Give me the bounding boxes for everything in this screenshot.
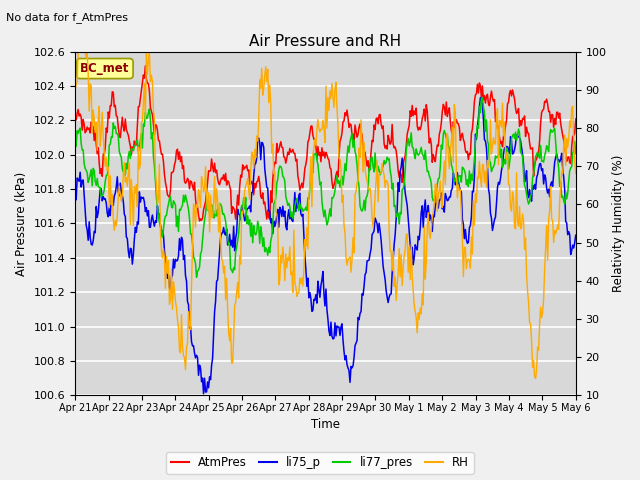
X-axis label: Time: Time [311, 419, 340, 432]
AtmPres [311, 136, 319, 142]
li77_pres [562, 189, 570, 195]
AtmPres [344, 115, 352, 120]
RH [71, 87, 79, 93]
Line: AtmPres: AtmPres [75, 66, 576, 221]
Text: No data for f_AtmPres: No data for f_AtmPres [6, 12, 129, 23]
AtmPres [562, 149, 570, 155]
li77_pres [371, 169, 378, 175]
li75_p [71, 180, 79, 186]
RH [343, 262, 351, 268]
AtmPres [196, 218, 204, 224]
li77_pres [343, 154, 351, 160]
AtmPres [572, 116, 580, 122]
li77_pres [193, 275, 200, 280]
Line: RH: RH [75, 52, 576, 378]
Line: li75_p: li75_p [75, 97, 576, 394]
AtmPres [371, 127, 379, 132]
Y-axis label: Air Pressure (kPa): Air Pressure (kPa) [15, 171, 28, 276]
li75_p [200, 391, 207, 396]
li75_p [484, 163, 492, 168]
Title: Air Pressure and RH: Air Pressure and RH [250, 34, 401, 49]
li75_p [477, 95, 484, 100]
AtmPres [484, 91, 492, 97]
AtmPres [314, 144, 322, 149]
RH [310, 145, 317, 151]
Text: BC_met: BC_met [80, 62, 129, 75]
RH [572, 171, 580, 177]
RH [74, 49, 82, 55]
RH [562, 163, 570, 168]
RH [371, 214, 378, 220]
li75_p [572, 232, 580, 238]
li77_pres [479, 95, 486, 101]
li77_pres [484, 138, 492, 144]
Y-axis label: Relativity Humidity (%): Relativity Humidity (%) [612, 155, 625, 292]
li77_pres [71, 142, 79, 147]
RH [532, 375, 540, 381]
AtmPres [141, 63, 149, 69]
li75_p [371, 228, 378, 234]
Legend: AtmPres, li75_p, li77_pres, RH: AtmPres, li75_p, li77_pres, RH [166, 452, 474, 474]
li75_p [310, 297, 317, 302]
AtmPres [71, 112, 79, 118]
li75_p [313, 300, 321, 306]
RH [313, 126, 321, 132]
li77_pres [572, 151, 580, 156]
li77_pres [310, 151, 317, 157]
li75_p [343, 361, 351, 367]
Line: li77_pres: li77_pres [75, 98, 576, 277]
RH [483, 184, 490, 190]
li75_p [562, 218, 570, 224]
li77_pres [313, 157, 321, 163]
